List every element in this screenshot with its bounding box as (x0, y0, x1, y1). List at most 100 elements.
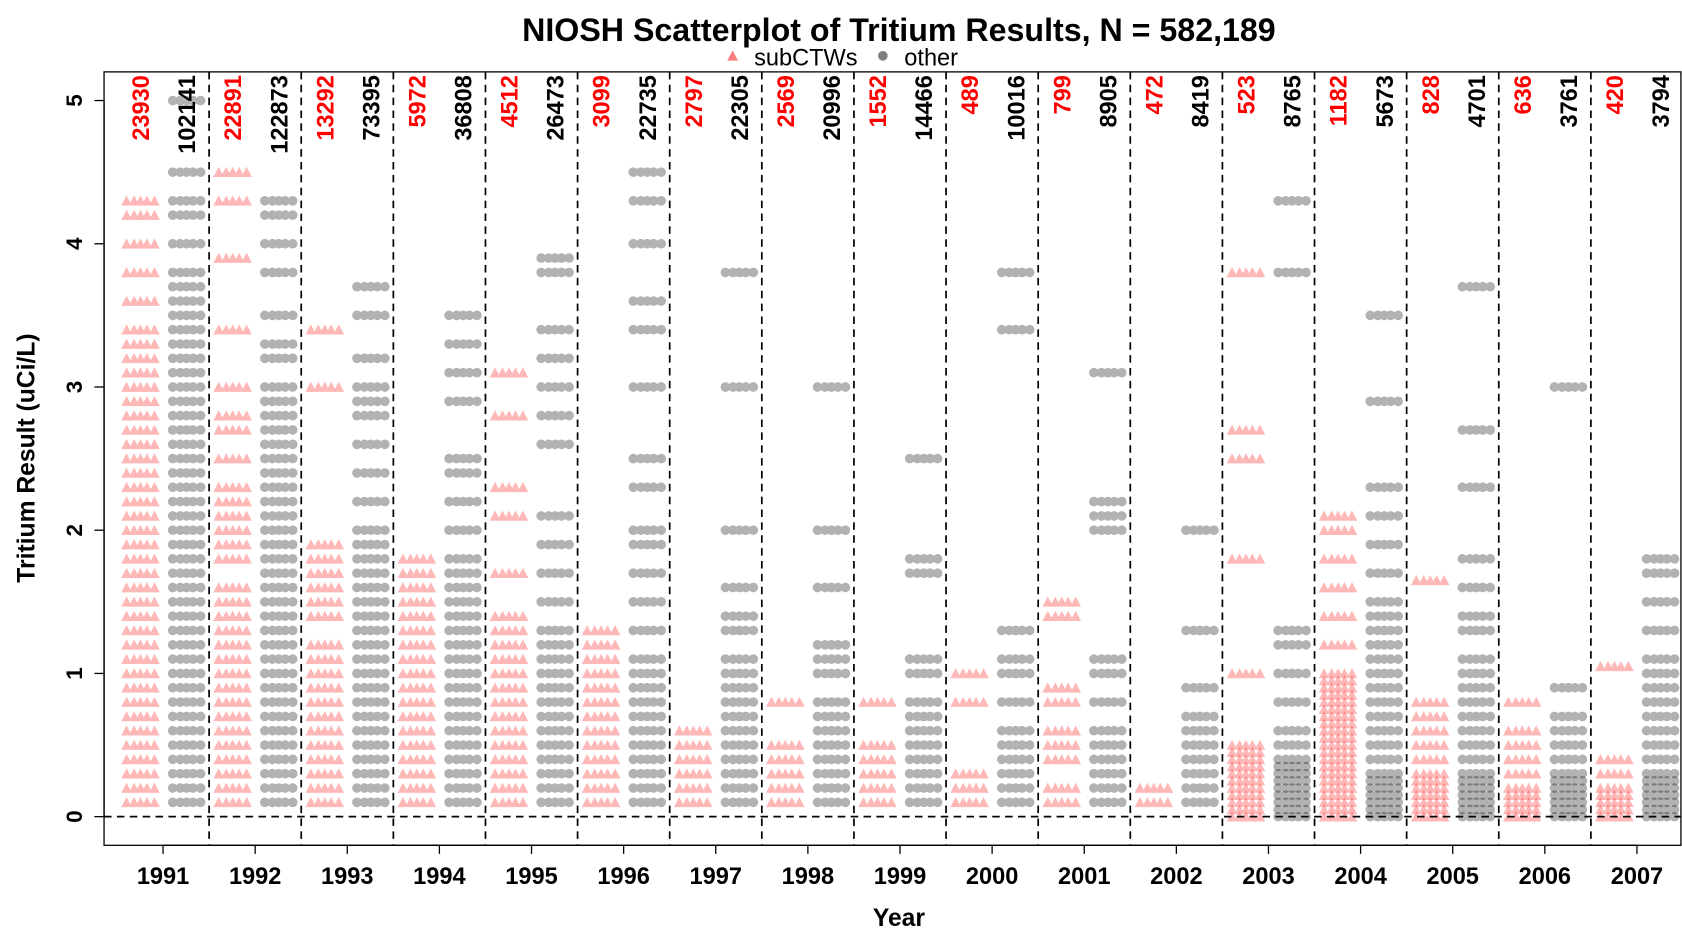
data-point (1181, 525, 1219, 536)
data-point (167, 611, 206, 621)
data-point (904, 740, 943, 750)
data-point (1226, 739, 1266, 750)
y-tick-label: 5 (62, 94, 87, 107)
data-point (444, 654, 482, 664)
data-point (812, 797, 851, 808)
data-point (259, 554, 298, 564)
data-point (628, 768, 667, 779)
count-label: 20996 (819, 75, 845, 141)
data-point (1365, 611, 1403, 621)
data-point (766, 754, 805, 765)
data-point (167, 468, 206, 478)
data-point (1089, 654, 1127, 664)
x-tick-label: 1998 (782, 863, 834, 889)
data-point (1318, 718, 1358, 729)
count-label: 799 (1049, 75, 1075, 114)
data-point (444, 783, 482, 793)
data-point (904, 668, 943, 679)
x-tick-label: 1997 (690, 863, 742, 889)
data-point (121, 754, 160, 765)
data-point (1181, 783, 1219, 793)
data-point (536, 682, 574, 693)
count-label: 23930 (128, 75, 154, 141)
data-point (1318, 804, 1358, 815)
data-point (1181, 725, 1219, 736)
data-point (444, 339, 482, 349)
data-point (536, 596, 574, 607)
data-point (1089, 768, 1127, 779)
data-point (121, 267, 160, 278)
data-point (1318, 768, 1358, 779)
data-point (1273, 639, 1311, 650)
data-point (213, 739, 252, 750)
data-point (1457, 482, 1496, 493)
data-point (167, 525, 206, 536)
data-point (213, 596, 252, 607)
data-point (305, 653, 345, 664)
data-point (489, 768, 529, 779)
data-point (259, 654, 298, 664)
data-point (1365, 776, 1403, 786)
data-point (1641, 804, 1680, 815)
data-point (581, 725, 621, 736)
data-point (996, 768, 1035, 779)
x-tick-label: 2005 (1426, 863, 1478, 889)
data-point (1042, 596, 1082, 607)
data-point (1042, 796, 1082, 808)
y-tick-label: 4 (62, 237, 87, 250)
data-point (536, 754, 574, 765)
data-point (397, 739, 437, 750)
data-point (259, 496, 298, 507)
data-point (1226, 782, 1266, 793)
data-point (536, 511, 574, 521)
data-point (444, 682, 482, 693)
data-point (121, 782, 160, 793)
data-point (1273, 267, 1311, 278)
data-point (167, 339, 206, 349)
data-point (444, 525, 482, 536)
data-point (1318, 775, 1358, 786)
data-point (1457, 554, 1496, 564)
data-point (1549, 797, 1588, 808)
data-point (259, 468, 298, 478)
count-label: 8905 (1095, 75, 1121, 127)
data-point (1273, 625, 1311, 636)
data-point (352, 611, 390, 621)
data-point (1549, 382, 1588, 392)
data-point (1318, 553, 1358, 564)
data-point (1226, 553, 1266, 564)
data-point (1410, 775, 1450, 786)
data-point (673, 754, 713, 765)
data-point (305, 725, 345, 736)
data-point (628, 167, 667, 177)
data-point (121, 639, 160, 650)
x-tick-label: 2007 (1611, 863, 1663, 889)
data-point (1365, 654, 1403, 664)
data-point (1365, 539, 1403, 550)
data-point (1502, 768, 1542, 779)
data-point (305, 610, 345, 621)
data-point (1042, 610, 1082, 621)
data-point (213, 782, 252, 793)
data-point (213, 668, 252, 679)
x-tick-label: 1992 (229, 863, 281, 889)
data-point (397, 682, 437, 693)
data-point (121, 238, 160, 249)
data-point (581, 768, 621, 779)
data-point (950, 782, 989, 793)
data-point (352, 382, 390, 392)
data-point (581, 625, 621, 636)
data-point (628, 596, 667, 607)
data-point (1457, 776, 1496, 786)
data-point (1318, 610, 1358, 621)
data-point (1410, 754, 1450, 765)
data-point (996, 740, 1035, 750)
data-point (1365, 804, 1403, 815)
data-point (213, 381, 252, 392)
data-point (673, 782, 713, 793)
data-point (121, 653, 160, 664)
data-point (1089, 525, 1127, 536)
data-point (167, 267, 206, 278)
count-label: 5673 (1372, 75, 1398, 127)
data-point (1641, 725, 1680, 736)
